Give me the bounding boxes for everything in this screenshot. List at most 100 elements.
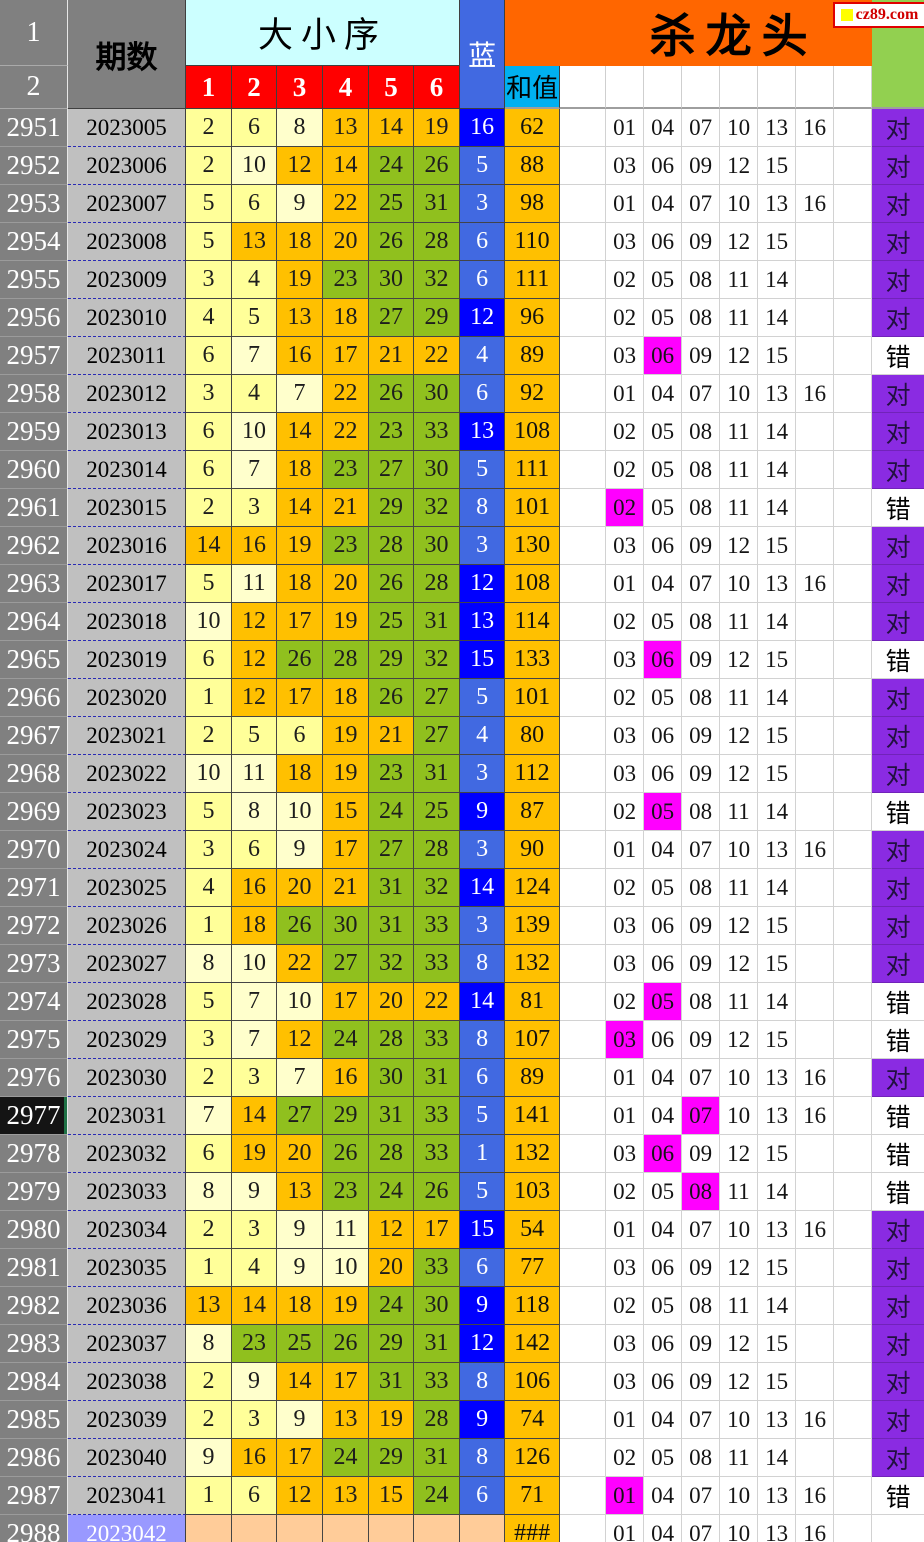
sum-column-header[interactable]: 和值 [505, 66, 561, 109]
period-cell[interactable]: 2023009 [68, 261, 186, 299]
red-ball-6[interactable]: 27 [414, 717, 461, 755]
period-cell[interactable]: 2023007 [68, 185, 186, 223]
kill-num-5[interactable]: 15 [758, 1135, 797, 1173]
red-ball-6[interactable]: 32 [414, 869, 461, 907]
kill-blank-trail[interactable] [834, 983, 873, 1021]
ball-col-header-5[interactable]: 5 [369, 66, 414, 109]
red-ball-5[interactable]: 26 [369, 679, 414, 717]
kill-num-3[interactable]: 07 [682, 109, 721, 147]
period-cell[interactable]: 2023024 [68, 831, 186, 869]
kill-num-3[interactable]: 08 [682, 793, 721, 831]
red-ball-2[interactable]: 10 [232, 413, 277, 451]
kill-num-4[interactable]: 11 [720, 489, 759, 527]
red-ball-5[interactable]: 30 [369, 261, 414, 299]
red-ball-1[interactable]: 2 [186, 1363, 232, 1401]
result-cell[interactable]: 对 [872, 413, 924, 451]
red-ball-5[interactable]: 14 [369, 109, 414, 147]
result-cell[interactable]: 错 [872, 1477, 924, 1515]
red-ball-1[interactable]: 2 [186, 489, 232, 527]
kill-blank-trail[interactable] [834, 451, 873, 489]
kill-num-5[interactable]: 15 [758, 1363, 797, 1401]
blue-ball[interactable]: 9 [460, 793, 506, 831]
kill-num-2[interactable]: 06 [644, 337, 683, 375]
period-cell[interactable]: 2023040 [68, 1439, 186, 1477]
red-ball-2[interactable]: 12 [232, 603, 277, 641]
red-ball-5[interactable]: 19 [369, 1401, 414, 1439]
kill-num-4[interactable]: 10 [720, 1059, 759, 1097]
kill-num-1[interactable]: 03 [606, 1325, 645, 1363]
kill-blank-lead[interactable] [560, 641, 607, 679]
kill-blank-trail[interactable] [834, 755, 873, 793]
red-ball-4[interactable]: 29 [323, 1097, 369, 1135]
red-ball-4[interactable]: 19 [323, 755, 369, 793]
red-ball-1[interactable] [186, 1515, 232, 1542]
kill-num-4[interactable]: 11 [720, 1439, 759, 1477]
row-index[interactable]: 2973 [0, 945, 68, 983]
result-cell[interactable]: 对 [872, 375, 924, 413]
kill-header-blank[interactable] [758, 66, 797, 109]
kill-num-1[interactable]: 02 [606, 451, 645, 489]
period-cell[interactable]: 2023039 [68, 1401, 186, 1439]
kill-num-2[interactable]: 05 [644, 261, 683, 299]
kill-blank-lead[interactable] [560, 147, 607, 185]
kill-blank-lead[interactable] [560, 831, 607, 869]
result-cell[interactable]: 对 [872, 109, 924, 147]
kill-num-5[interactable]: 15 [758, 641, 797, 679]
row-index[interactable]: 2972 [0, 907, 68, 945]
kill-blank-lead[interactable] [560, 1325, 607, 1363]
blue-ball[interactable]: 15 [460, 1211, 506, 1249]
period-cell[interactable]: 2023006 [68, 147, 186, 185]
red-ball-6[interactable]: 33 [414, 907, 461, 945]
red-ball-1[interactable]: 10 [186, 755, 232, 793]
kill-num-4[interactable]: 10 [720, 831, 759, 869]
red-ball-3[interactable]: 17 [277, 679, 323, 717]
red-ball-6[interactable]: 19 [414, 109, 461, 147]
sum-cell[interactable]: 81 [505, 983, 561, 1021]
period-cell[interactable]: 2023041 [68, 1477, 186, 1515]
kill-num-3[interactable]: 08 [682, 603, 721, 641]
kill-num-5[interactable]: 15 [758, 1249, 797, 1287]
red-ball-2[interactable]: 16 [232, 527, 277, 565]
red-ball-5[interactable]: 20 [369, 983, 414, 1021]
red-ball-2[interactable]: 12 [232, 641, 277, 679]
red-ball-4[interactable] [323, 1515, 369, 1542]
red-ball-6[interactable] [414, 1515, 461, 1542]
kill-num-2[interactable]: 06 [644, 1249, 683, 1287]
sum-cell[interactable]: 108 [505, 565, 561, 603]
red-ball-4[interactable]: 23 [323, 527, 369, 565]
kill-blank-trail[interactable] [834, 1173, 873, 1211]
red-ball-4[interactable]: 23 [323, 451, 369, 489]
kill-num-5[interactable]: 14 [758, 869, 797, 907]
red-ball-4[interactable]: 15 [323, 793, 369, 831]
red-ball-6[interactable]: 33 [414, 413, 461, 451]
kill-num-3[interactable]: 09 [682, 223, 721, 261]
period-cell[interactable]: 2023008 [68, 223, 186, 261]
kill-num-3[interactable]: 07 [682, 565, 721, 603]
red-ball-4[interactable]: 13 [323, 1477, 369, 1515]
kill-num-3[interactable]: 09 [682, 641, 721, 679]
red-ball-3[interactable]: 14 [277, 413, 323, 451]
kill-num-2[interactable]: 05 [644, 489, 683, 527]
kill-num-5[interactable]: 13 [758, 1401, 797, 1439]
kill-blank-lead[interactable] [560, 109, 607, 147]
kill-num-3[interactable]: 08 [682, 413, 721, 451]
red-ball-1[interactable]: 6 [186, 1135, 232, 1173]
kill-num-3[interactable]: 08 [682, 1173, 721, 1211]
kill-blank-lead[interactable] [560, 375, 607, 413]
kill-num-5[interactable]: 14 [758, 451, 797, 489]
kill-num-3[interactable]: 07 [682, 375, 721, 413]
red-ball-3[interactable]: 10 [277, 983, 323, 1021]
red-ball-1[interactable]: 6 [186, 337, 232, 375]
red-ball-3[interactable]: 17 [277, 603, 323, 641]
kill-blank-lead[interactable] [560, 489, 607, 527]
red-ball-6[interactable]: 31 [414, 185, 461, 223]
red-ball-6[interactable]: 28 [414, 1401, 461, 1439]
kill-blank-trail[interactable] [834, 1515, 873, 1542]
blue-ball[interactable]: 14 [460, 869, 506, 907]
kill-num-1[interactable]: 01 [606, 1477, 645, 1515]
red-ball-5[interactable]: 28 [369, 1021, 414, 1059]
red-ball-2[interactable]: 6 [232, 831, 277, 869]
kill-num-2[interactable]: 06 [644, 641, 683, 679]
period-cell[interactable]: 2023027 [68, 945, 186, 983]
kill-num-3[interactable]: 08 [682, 299, 721, 337]
